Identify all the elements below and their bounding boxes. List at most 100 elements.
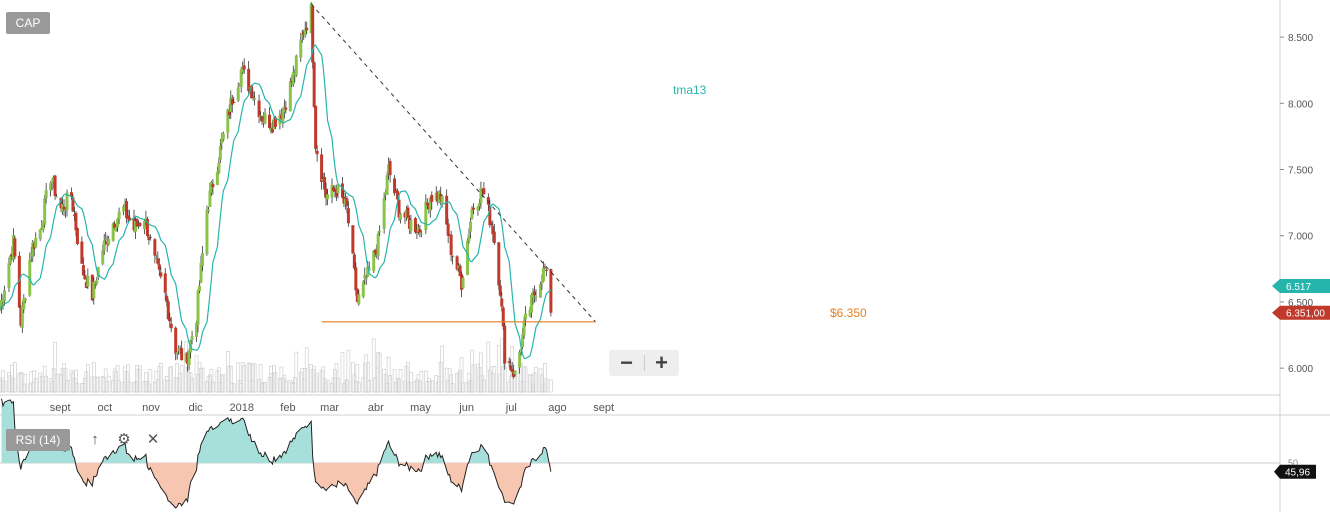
rsi-indicator-label[interactable]: RSI (14) [6, 429, 70, 451]
candle-body [86, 276, 90, 287]
candle-body [314, 105, 318, 149]
volume-bar [117, 380, 121, 393]
candle-body [470, 209, 474, 219]
candle-body [196, 290, 200, 325]
candle-body [461, 277, 465, 289]
zoom-out-button[interactable]: − [620, 350, 633, 375]
candle-body [466, 240, 470, 275]
volume-bar [471, 364, 476, 393]
candle-body [247, 68, 251, 91]
volume-bar [106, 375, 111, 393]
candle-body [133, 220, 137, 232]
arrow-up-icon[interactable]: ↑ [91, 431, 99, 448]
candle-body [345, 198, 349, 206]
candle-body [354, 267, 358, 291]
x-tick-label: feb [280, 402, 295, 414]
candle-body [208, 190, 212, 207]
candle-body [92, 281, 96, 299]
candle-body [406, 207, 410, 218]
candle-body [361, 281, 365, 297]
volume-bar [409, 372, 413, 393]
candle-body [281, 110, 285, 122]
y-tick-label: 8.000 [1288, 99, 1313, 110]
candle-body [175, 352, 179, 354]
candle-body [17, 255, 21, 308]
candle-body [376, 233, 380, 256]
candle-body [451, 255, 455, 257]
candle-body [7, 263, 11, 288]
candle-body [346, 208, 350, 224]
candle-body [50, 181, 54, 184]
candle-body [366, 266, 370, 277]
candle-body [128, 217, 132, 221]
volume-bar [44, 375, 48, 393]
volume-bar [346, 350, 351, 393]
y-tick-label: 8.500 [1288, 33, 1313, 44]
volume-bar [315, 373, 319, 393]
volume-bar [534, 366, 538, 393]
last-price-tag [1272, 305, 1330, 320]
zoom-in-button[interactable]: + [655, 350, 668, 375]
candle-body [80, 241, 84, 264]
close-icon[interactable]: ✕ [146, 431, 160, 448]
candle-body [507, 361, 511, 363]
candle-body [540, 282, 544, 284]
candle-body [489, 223, 493, 226]
volume-bar [492, 366, 497, 393]
rsi-last-value: 45,96 [1285, 468, 1310, 479]
candle-body [497, 242, 501, 286]
volume-bar [367, 379, 372, 393]
candle-body [476, 206, 480, 211]
candle-body [211, 184, 215, 188]
candle-body [446, 223, 450, 236]
candle-body [28, 259, 32, 296]
volume-bar [13, 362, 17, 393]
candle-body [95, 280, 99, 284]
volume-bar [54, 373, 59, 393]
candle-body [107, 238, 111, 245]
candle-body [312, 62, 316, 107]
candle-body [43, 198, 47, 225]
candle-body [428, 198, 432, 211]
volume-bar [482, 379, 486, 393]
candle-body [363, 275, 367, 279]
candle-body [0, 308, 2, 310]
candle-body [55, 196, 59, 198]
candle-body [13, 238, 17, 257]
candle-body [215, 171, 219, 185]
candle-body [336, 184, 340, 194]
ticker-label[interactable]: CAP [6, 12, 50, 34]
volume-bar [96, 376, 101, 393]
candle-body [492, 231, 496, 244]
candle-body [291, 72, 295, 85]
candle-body [259, 115, 263, 117]
candle-body [169, 323, 173, 329]
rsi-axis-label: 50 [1288, 458, 1298, 468]
volume-bar [33, 378, 38, 393]
candle-body [330, 184, 334, 198]
moving-average-label: tma13 [673, 83, 707, 97]
candle-body [220, 139, 224, 144]
candle-body [75, 228, 79, 245]
candle-body [23, 298, 27, 301]
volume-bar [336, 378, 340, 393]
candle-body [0, 299, 3, 308]
candle-body [198, 285, 202, 292]
volume-bar [419, 371, 424, 393]
candle-body [382, 197, 386, 229]
candle-body [267, 114, 271, 129]
candle-body [534, 296, 538, 298]
candle-body [467, 234, 471, 241]
gear-icon[interactable]: ⚙ [117, 431, 131, 448]
ma-last-tag-label: 6.517 [1286, 282, 1311, 293]
zoom-separator [644, 355, 645, 371]
candle-body [187, 350, 191, 366]
candle-body [544, 269, 548, 271]
candle-body [116, 218, 120, 228]
volume-bar [284, 380, 288, 393]
volume-bar [263, 382, 267, 393]
candle-body [230, 98, 234, 105]
candle-body [500, 298, 504, 307]
